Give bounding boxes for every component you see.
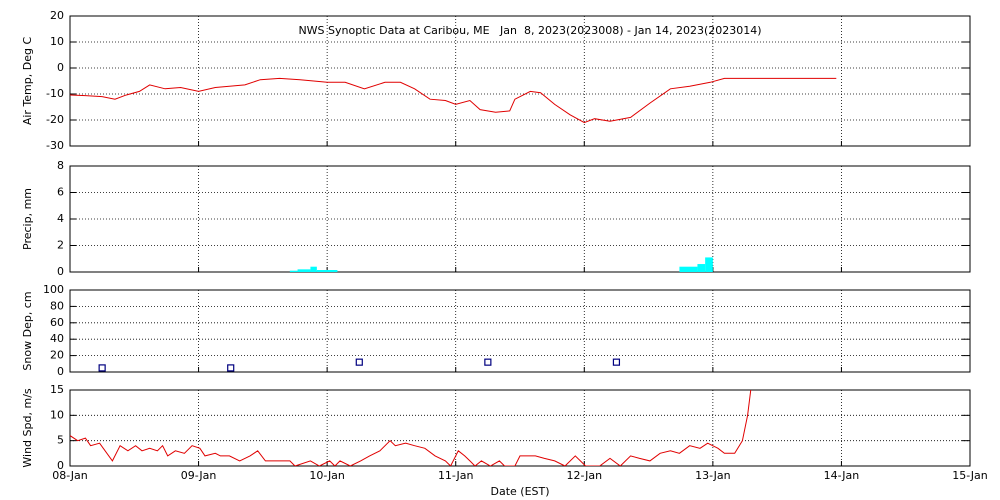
y-tick-label: 80 xyxy=(50,299,64,312)
x-axis-label: Date (EST) xyxy=(490,485,549,498)
y-axis-label: Precip, mm xyxy=(21,188,34,250)
precip-bar xyxy=(316,270,338,272)
precip-bar xyxy=(697,264,706,272)
precip-bar xyxy=(289,270,298,272)
panel: 0 2 4 6 8 Precip, mm xyxy=(21,159,971,278)
y-tick-label: 4 xyxy=(57,212,64,225)
y-tick-label: -30 xyxy=(46,139,64,152)
x-tick-label: 13-Jan xyxy=(695,469,731,482)
plot-frame xyxy=(69,289,971,373)
y-tick-label: 0 xyxy=(57,365,64,378)
data-line xyxy=(70,77,837,124)
y-tick-label: 8 xyxy=(57,159,64,172)
precip-bar xyxy=(297,269,311,272)
x-tick-label: 10-Jan xyxy=(309,469,345,482)
x-tick-label: 12-Jan xyxy=(567,469,603,482)
y-tick-label: 20 xyxy=(50,349,64,362)
y-tick-label: 0 xyxy=(57,265,64,278)
data-line xyxy=(70,390,752,466)
y-tick-label: 10 xyxy=(50,408,64,421)
snow-marker xyxy=(612,358,621,366)
y-tick-label: 6 xyxy=(57,186,64,199)
y-axis-label: Wind Spd, m/s xyxy=(21,388,34,468)
y-tick-label: 0 xyxy=(57,459,64,472)
y-axis-label: Snow Dep, cm xyxy=(21,291,34,370)
precip-bar xyxy=(679,266,698,272)
plot-frame xyxy=(69,15,971,147)
y-tick-label: 0 xyxy=(57,61,64,74)
snow-marker xyxy=(484,358,492,366)
y-tick-label: -20 xyxy=(46,113,64,126)
snow-marker xyxy=(355,358,363,366)
y-tick-label: -10 xyxy=(46,87,64,100)
snow-marker xyxy=(227,364,235,372)
chart-title: NWS Synoptic Data at Caribou, ME Jan 8, … xyxy=(298,24,761,37)
x-tick-label: 11-Jan xyxy=(438,469,474,482)
x-tick-label: 08-Jan xyxy=(52,469,88,482)
precip-bar xyxy=(310,266,317,272)
precip-bar xyxy=(705,257,713,272)
panel: -30 -20 -10 0 10 20 Air Temp, Deg C NWS Synopti… xyxy=(21,9,971,152)
plot-frame xyxy=(69,165,971,273)
x-tick-label: 09-Jan xyxy=(181,469,217,482)
y-tick-label: 40 xyxy=(50,332,64,345)
y-tick-label: 5 xyxy=(57,434,64,447)
snow-marker xyxy=(98,364,106,372)
y-tick-label: 100 xyxy=(43,283,64,296)
y-tick-label: 2 xyxy=(57,239,64,252)
plot-frame xyxy=(69,389,971,467)
x-tick-label: 14-Jan xyxy=(824,469,860,482)
y-tick-label: 60 xyxy=(50,316,64,329)
y-tick-label: 15 xyxy=(50,383,64,396)
panel: 0 5 10 15 Wind Spd, m/s 08-Jan 09-Jan 10-Jan 11-… xyxy=(21,383,988,498)
y-tick-label: 10 xyxy=(50,35,64,48)
x-tick-label: 15-Jan xyxy=(952,469,988,482)
panel: 0 20 40 60 80 100 Snow Dep, cm xyxy=(21,283,971,378)
y-axis-label: Air Temp, Deg C xyxy=(21,37,34,126)
y-tick-label: 20 xyxy=(50,9,64,22)
